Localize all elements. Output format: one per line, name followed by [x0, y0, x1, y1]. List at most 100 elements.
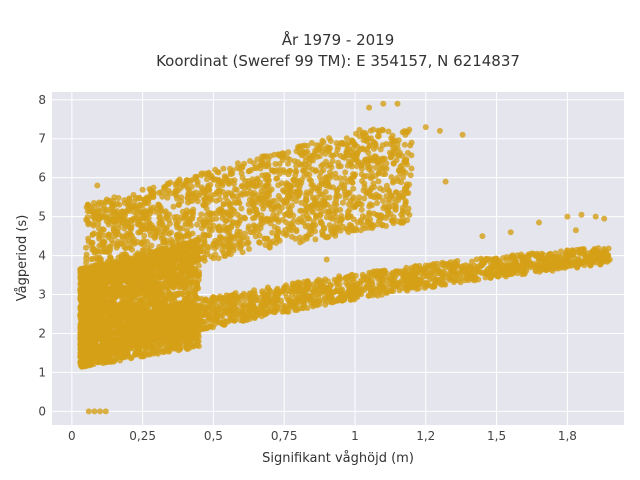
data-point	[304, 142, 311, 149]
data-point	[194, 181, 201, 188]
data-point	[176, 225, 183, 232]
data-point	[339, 199, 346, 206]
data-point	[110, 216, 117, 223]
data-point	[83, 330, 90, 337]
data-point	[165, 187, 172, 194]
data-point	[172, 280, 179, 287]
data-point	[343, 140, 350, 147]
data-point	[122, 349, 129, 356]
data-point	[100, 214, 107, 221]
data-point	[145, 215, 152, 221]
data-point	[160, 349, 167, 356]
data-point	[151, 234, 158, 241]
data-point	[250, 229, 256, 236]
data-point	[246, 246, 252, 252]
data-point	[219, 188, 226, 195]
data-point	[390, 179, 396, 186]
data-point	[128, 355, 134, 362]
data-point	[80, 353, 87, 359]
data-point	[90, 339, 97, 346]
data-point	[327, 138, 334, 144]
data-point	[161, 249, 168, 256]
data-point	[269, 198, 276, 205]
data-point	[268, 206, 275, 213]
data-point	[349, 179, 356, 186]
data-point	[316, 186, 323, 193]
data-point	[395, 137, 402, 144]
data-point	[198, 170, 205, 177]
data-point	[303, 170, 310, 177]
data-point	[220, 165, 227, 172]
data-point	[180, 215, 187, 222]
data-point	[137, 300, 144, 306]
data-point	[106, 257, 113, 264]
data-point	[274, 236, 281, 242]
data-point	[221, 240, 227, 247]
data-point	[190, 279, 197, 286]
data-point	[238, 205, 245, 212]
data-point	[281, 169, 288, 176]
data-point	[306, 160, 313, 167]
data-point	[214, 189, 220, 196]
data-point	[88, 263, 94, 270]
data-point	[89, 231, 96, 238]
data-point	[155, 253, 162, 260]
data-point	[111, 336, 118, 343]
data-point	[219, 209, 226, 216]
data-point	[245, 223, 252, 230]
data-point	[77, 268, 84, 275]
data-point	[120, 330, 127, 337]
data-point	[97, 248, 104, 255]
data-point	[79, 295, 86, 302]
data-point	[123, 278, 130, 284]
data-point	[86, 310, 93, 317]
data-point	[93, 325, 100, 332]
data-point	[167, 179, 174, 186]
data-point	[115, 267, 122, 274]
data-point	[267, 153, 274, 160]
data-point	[214, 225, 221, 232]
data-point	[174, 291, 181, 298]
data-point	[90, 222, 97, 229]
data-point	[157, 214, 164, 220]
data-point	[77, 285, 84, 292]
data-point	[316, 142, 323, 149]
data-point	[103, 354, 110, 361]
data-point	[103, 272, 110, 279]
data-point	[154, 276, 161, 283]
data-point	[216, 196, 223, 203]
data-point	[145, 200, 152, 207]
data-point	[291, 176, 297, 183]
data-point	[112, 328, 119, 335]
data-point	[83, 244, 89, 251]
data-point	[121, 272, 128, 279]
data-point	[305, 222, 312, 229]
data-point	[298, 218, 305, 225]
data-point	[188, 264, 195, 271]
data-point	[380, 197, 386, 204]
data-point	[281, 188, 287, 195]
data-point	[239, 183, 245, 190]
data-point	[111, 301, 118, 308]
data-point	[214, 169, 221, 175]
data-point	[118, 291, 125, 298]
data-point	[371, 139, 378, 146]
data-point	[184, 257, 191, 264]
data-point	[186, 290, 192, 297]
data-point	[308, 187, 315, 194]
data-point	[90, 245, 97, 252]
data-point	[98, 284, 105, 290]
data-point	[299, 207, 305, 214]
data-point	[364, 161, 371, 167]
data-point	[162, 208, 169, 215]
data-point	[134, 252, 141, 259]
data-point	[341, 188, 348, 195]
data-point	[263, 183, 270, 190]
data-point	[361, 225, 368, 232]
data-point	[320, 167, 327, 174]
data-point	[375, 178, 382, 185]
data-point	[78, 347, 85, 354]
data-point	[141, 232, 148, 239]
data-point	[382, 214, 389, 221]
data-point	[176, 202, 182, 208]
